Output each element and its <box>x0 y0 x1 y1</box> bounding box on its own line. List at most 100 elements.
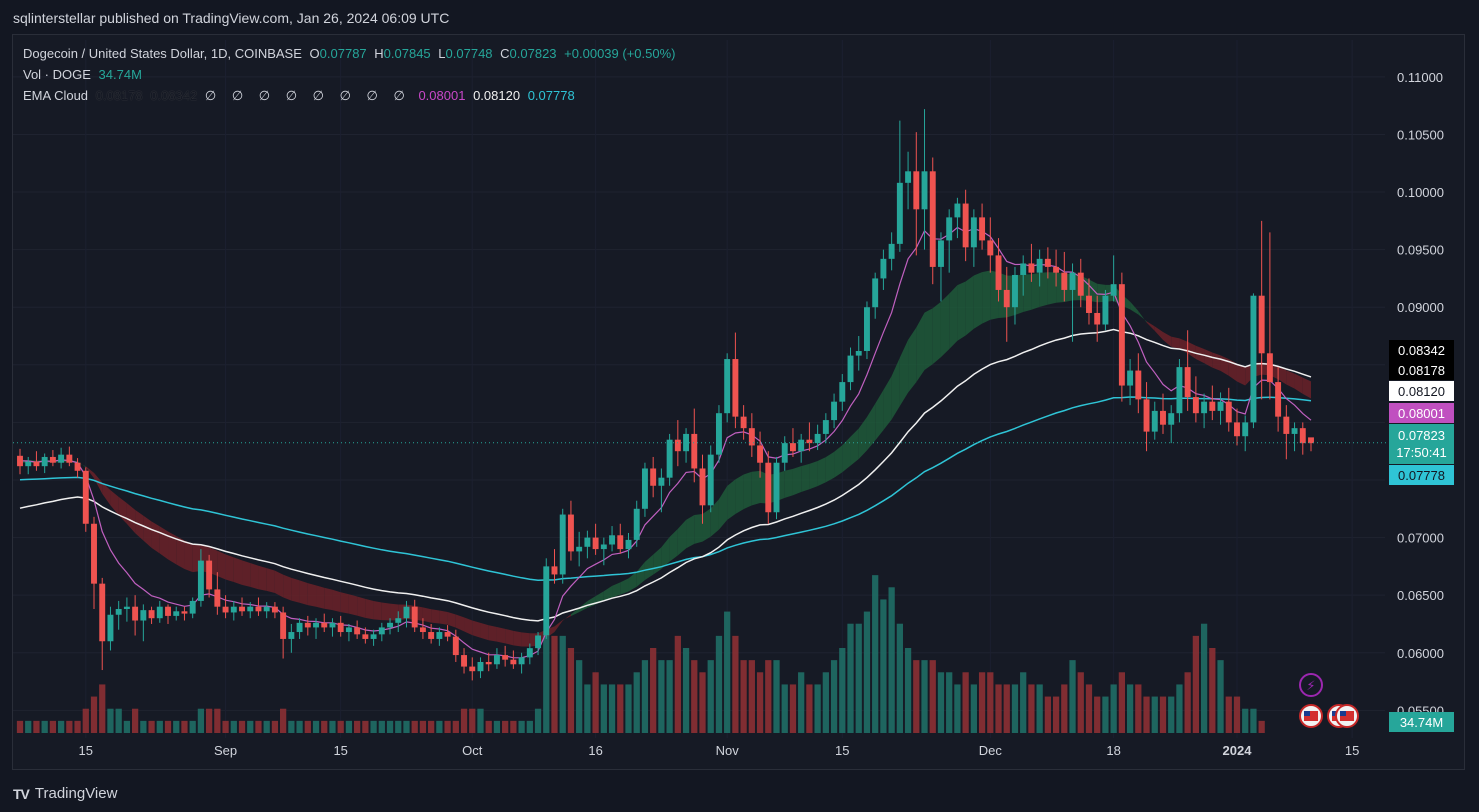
close-value: 0.07823 <box>509 46 557 61</box>
volume-bar <box>1233 696 1241 733</box>
volume-bar <box>904 648 912 733</box>
candle-down <box>1135 370 1142 400</box>
x-tick-label: 15 <box>79 743 93 758</box>
grid-lines <box>13 40 1385 738</box>
candle-down <box>181 611 188 614</box>
cloud-bear-segment <box>266 568 275 593</box>
cloud-bear-segment <box>505 628 514 646</box>
volume-bar <box>551 635 558 733</box>
candle-up <box>378 627 385 635</box>
candle-down <box>74 462 81 471</box>
candle-down <box>271 606 278 613</box>
candle-down <box>165 606 171 616</box>
volume-bar <box>946 672 953 733</box>
volume-bar <box>839 648 846 733</box>
candle-up <box>822 420 829 434</box>
candle-down <box>1234 422 1240 437</box>
candle-down <box>452 636 459 656</box>
volume-bar <box>469 708 476 733</box>
cloud-bull-segment <box>899 339 909 406</box>
x-tick-label: 18 <box>1106 743 1120 758</box>
cloud-bear-segment <box>242 560 251 587</box>
cloud-bull-segment <box>784 468 793 498</box>
volume-bar <box>617 684 624 733</box>
candle-down <box>740 416 747 429</box>
volume-bar <box>1118 672 1125 733</box>
candle-down <box>1308 437 1314 444</box>
candle-down <box>1209 401 1216 411</box>
volume-bar <box>362 720 369 733</box>
candle-up <box>584 537 591 547</box>
volume-bar <box>978 672 986 733</box>
candle-up <box>370 634 377 639</box>
symbol-title: Dogecoin / United States Dollar, 1D, COI… <box>23 46 302 61</box>
cloud-bear-segment <box>1278 366 1287 385</box>
cloud-bear-segment <box>225 554 234 583</box>
volume-bar <box>164 720 172 733</box>
volume-bar <box>1242 708 1249 733</box>
candle-up <box>946 217 953 241</box>
candle-up <box>543 566 550 636</box>
volume-bar <box>74 720 81 733</box>
candle-up <box>1069 272 1076 290</box>
volume-bar <box>921 660 928 733</box>
low-label: L <box>438 46 446 61</box>
volume-bar <box>1044 696 1051 733</box>
candle-down <box>995 255 1002 290</box>
candle-up <box>666 439 673 478</box>
cloud-bear-segment <box>521 632 530 647</box>
volume-label: Vol · DOGE <box>23 67 91 82</box>
candle-down <box>1044 258 1051 267</box>
volume-bar <box>880 599 887 733</box>
candle-up <box>107 614 114 642</box>
volume-bar <box>25 720 32 733</box>
cloud-bear-segment <box>513 630 522 647</box>
volume-bar <box>567 648 575 733</box>
volume-bar <box>1159 696 1167 733</box>
ema-cloud-label: EMA Cloud <box>23 88 89 103</box>
candle-down <box>748 428 755 446</box>
volume-bar <box>896 623 903 733</box>
volume-bar <box>1126 684 1134 733</box>
ema-cloud <box>20 270 1311 647</box>
cloud-bear-segment <box>168 531 177 565</box>
volume-bar <box>962 672 969 733</box>
volume-bar <box>1020 672 1027 733</box>
ema-value-5: 0.07778 <box>527 88 575 103</box>
cloud-bull-segment <box>686 514 695 549</box>
flag-canton <box>1332 711 1338 716</box>
cloud-bear-segment <box>480 622 489 641</box>
volume-bar <box>1168 696 1175 733</box>
cloud-bull-segment <box>858 416 867 460</box>
candle-down <box>789 443 796 452</box>
volume-bar <box>16 720 24 733</box>
volume-bar <box>666 660 673 733</box>
volume-bar <box>419 720 427 733</box>
candle-down <box>691 433 698 469</box>
cloud-bear-segment <box>324 587 333 611</box>
volume-bar <box>90 696 98 733</box>
candle-up <box>526 648 533 658</box>
candle-down <box>354 627 361 635</box>
lightning-glyph: ⚡ <box>1306 679 1315 694</box>
candle-down <box>132 606 139 621</box>
volume-bar <box>1176 684 1183 733</box>
volume-bar <box>66 720 73 733</box>
cloud-bear-segment <box>472 620 481 638</box>
volume-bar <box>173 720 180 733</box>
volume-bar <box>1094 696 1101 733</box>
volume-bar <box>1102 696 1109 733</box>
candle-up <box>493 655 500 665</box>
volume-bar <box>337 720 344 733</box>
volume-bar <box>773 660 780 733</box>
cloud-bear-segment <box>562 614 571 621</box>
candle-up <box>1036 258 1043 273</box>
candle-up <box>921 171 928 210</box>
volume-bar <box>354 720 361 733</box>
candle-down <box>510 659 517 665</box>
volume-bar <box>189 720 196 733</box>
volume-bar <box>181 720 188 733</box>
volume-bar <box>99 684 106 733</box>
volume-bar <box>1217 660 1224 733</box>
